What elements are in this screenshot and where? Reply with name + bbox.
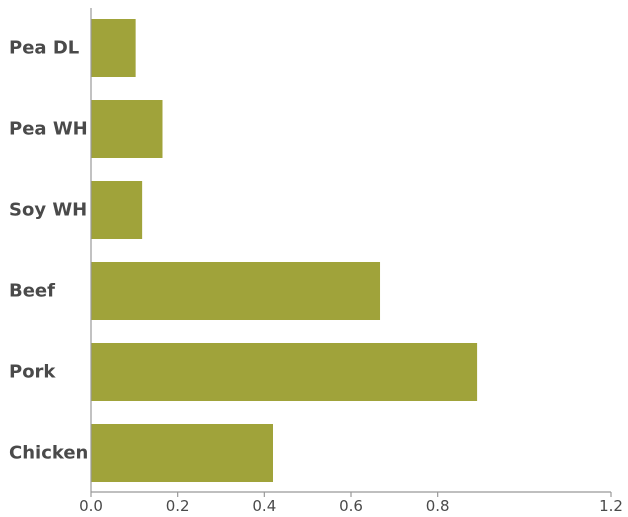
category-label: Chicken <box>9 443 88 464</box>
category-label: Pork <box>9 362 56 383</box>
category-label: Soy WH <box>9 200 87 221</box>
x-tick-label: 0.8 <box>426 497 450 515</box>
bar <box>91 100 163 158</box>
x-tick-label: 1.2 <box>599 497 623 515</box>
bar <box>91 343 478 401</box>
bar <box>91 424 273 482</box>
bar <box>91 262 381 320</box>
x-tick-marks <box>90 492 612 497</box>
category-label: Pea DL <box>9 38 79 59</box>
category-labels: Pea DL Pea WH Soy WH Beef Pork Chicken <box>9 38 88 464</box>
x-tick-labels: 0.0 0.2 0.4 0.6 0.8 1.2 <box>79 497 623 515</box>
x-tick-label: 0.6 <box>339 497 363 515</box>
x-tick-label: 0.0 <box>79 497 103 515</box>
x-tick-label: 0.2 <box>166 497 190 515</box>
category-label: Beef <box>9 281 55 302</box>
bar <box>91 181 143 239</box>
category-label: Pea WH <box>9 119 88 140</box>
bars-group <box>91 19 478 482</box>
x-tick-label: 0.4 <box>252 497 276 515</box>
bar <box>91 19 136 77</box>
